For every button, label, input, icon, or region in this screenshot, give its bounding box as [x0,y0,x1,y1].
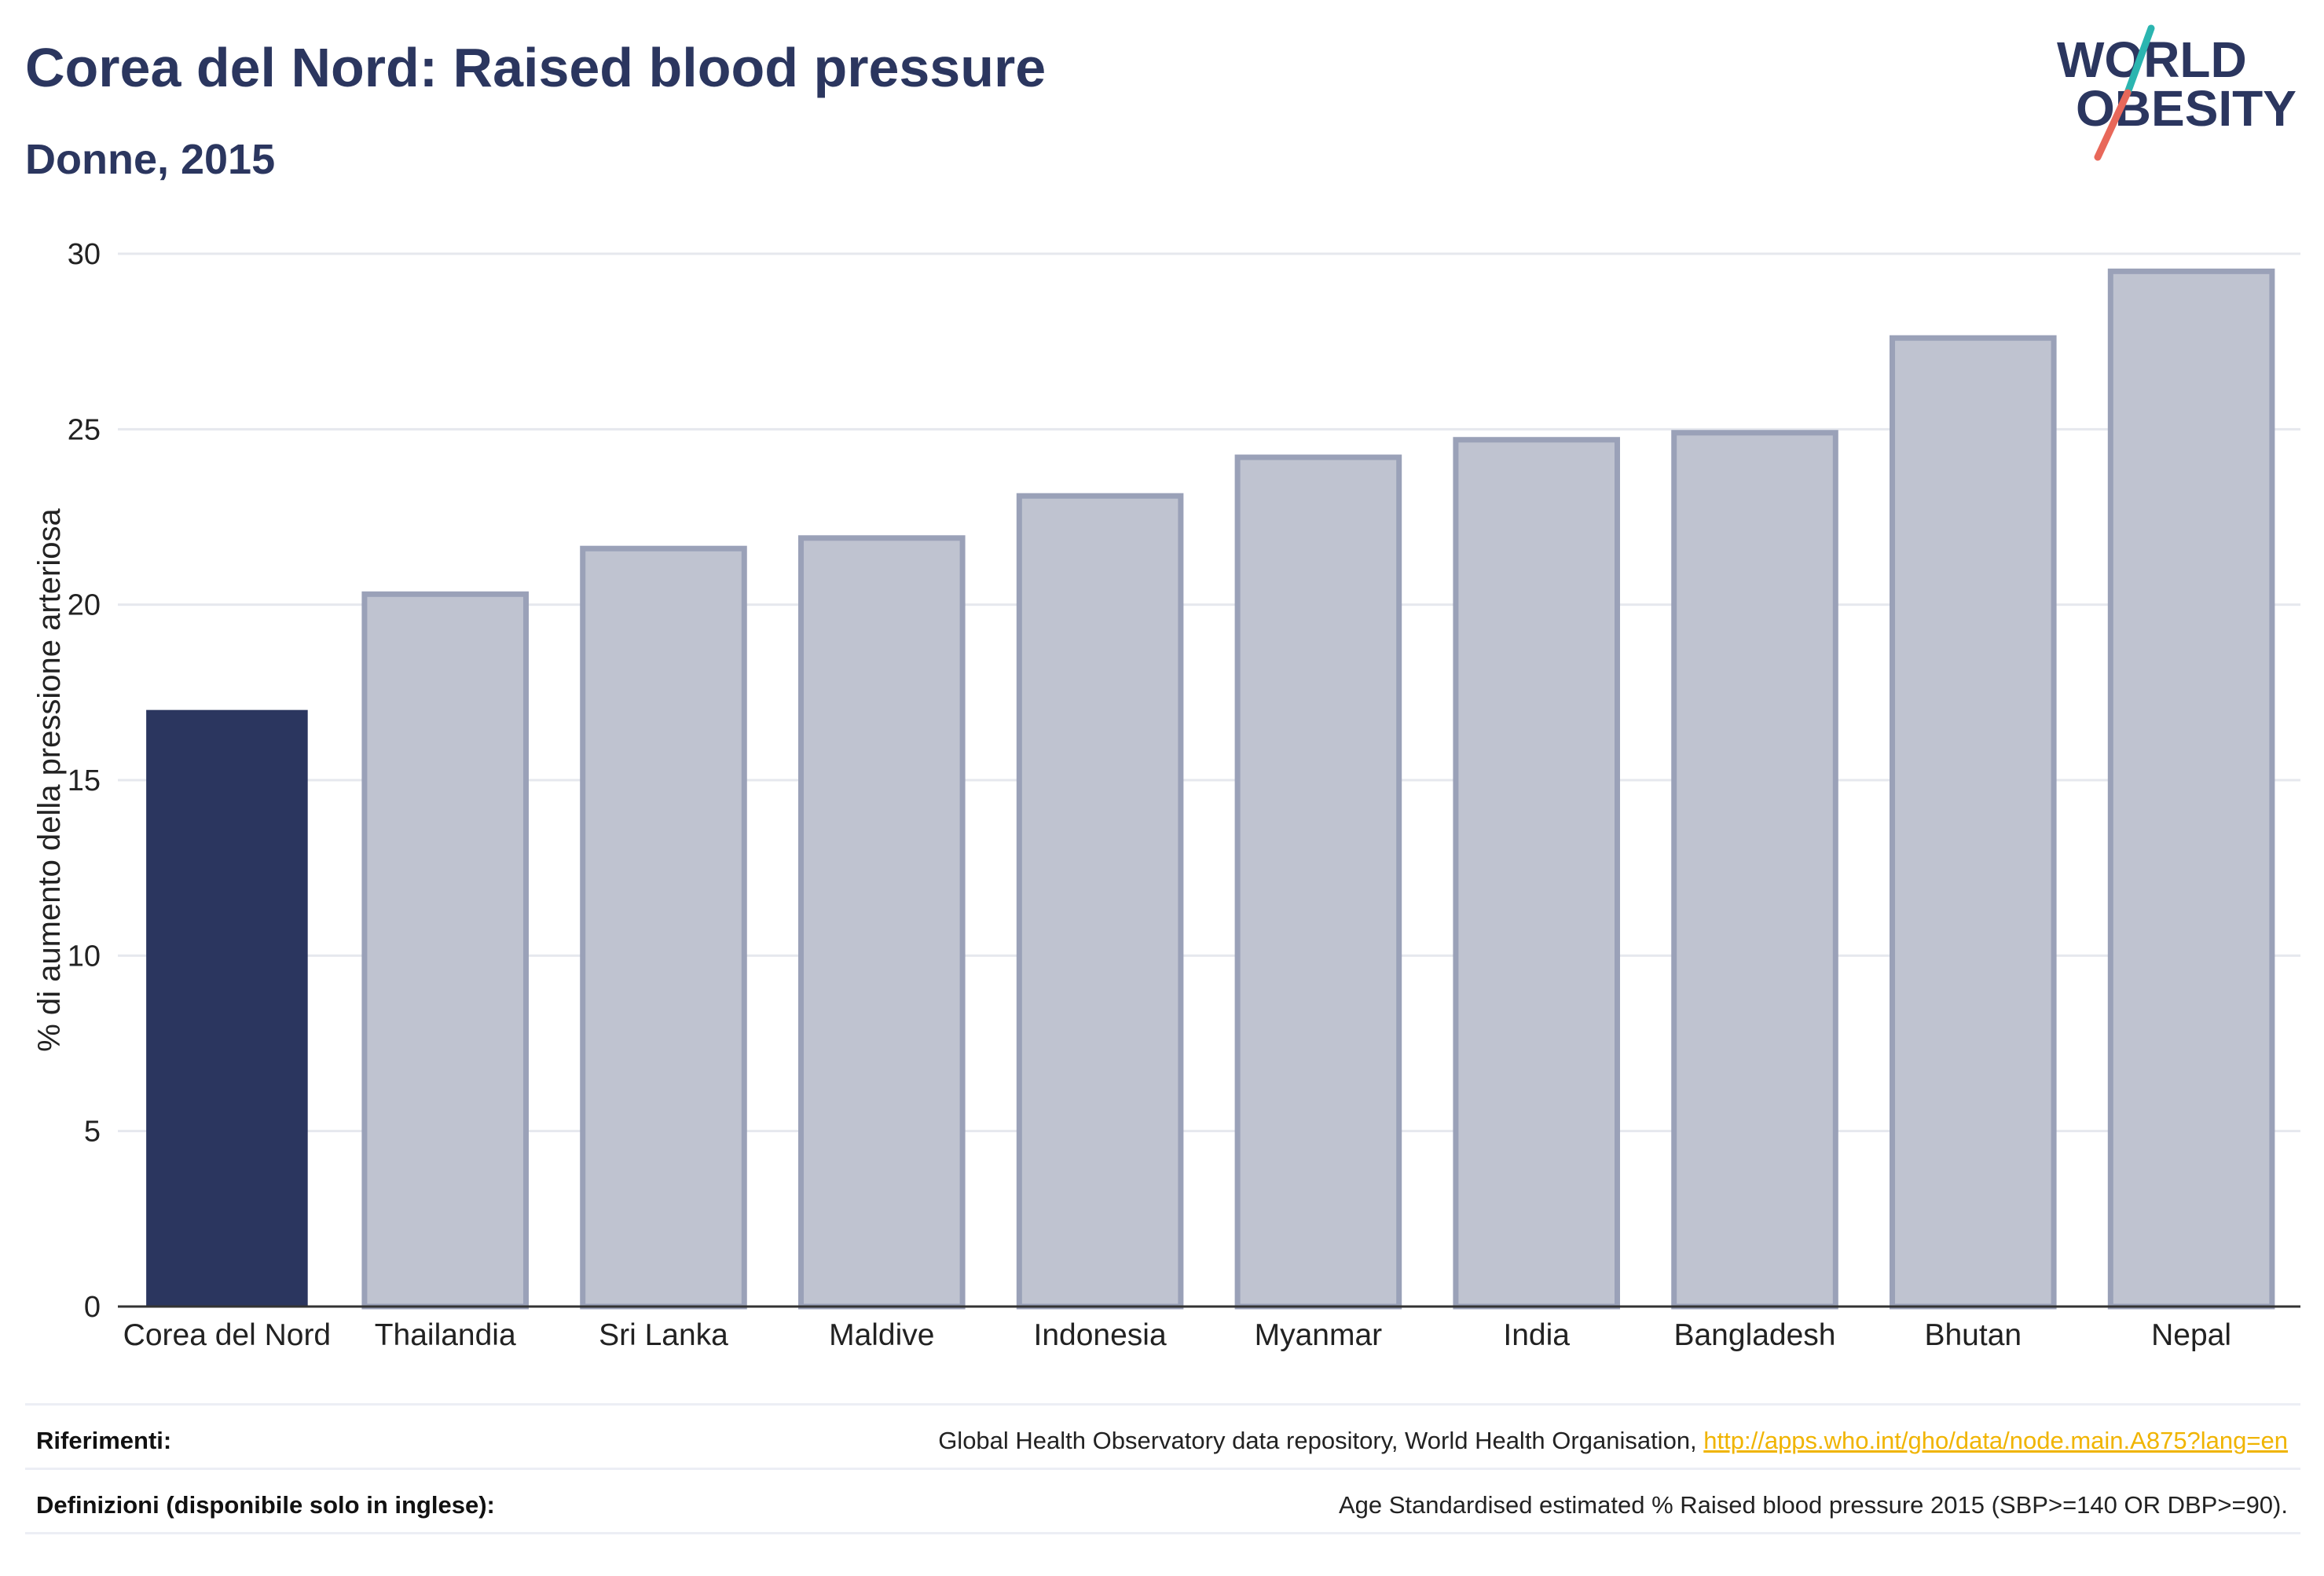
y-tick-label: 10 [68,940,101,973]
x-tick-label: Bangladesh [1673,1318,1835,1352]
chart-subtitle: Donne, 2015 [25,136,276,183]
logo-slash-coral [2094,89,2132,161]
logo-slash-teal [2124,24,2155,97]
footer-divider-top [25,1403,2300,1406]
y-axis-title: % di aumento della pressione arteriosa [32,508,67,1052]
bar [1016,493,1184,1310]
y-tick-label: 30 [68,238,101,271]
y-tick-label: 0 [84,1291,101,1324]
bar [798,535,966,1310]
y-tick-label: 15 [68,764,101,797]
x-tick-label: Maldive [829,1318,934,1352]
definitions-value: Age Standardised estimated % Raised bloo… [1338,1491,2288,1519]
bar [1234,454,1402,1310]
x-tick-label: Myanmar [1255,1318,1383,1352]
bar [2107,268,2275,1310]
bar [361,591,529,1310]
bar [580,545,747,1310]
bar [1453,437,1620,1310]
chart-title: Corea del Nord: Raised blood pressure [25,37,1047,98]
references-link[interactable]: http://apps.who.int/gho/data/node.main.A… [1703,1427,2288,1454]
definitions-label: Definizioni (disponibile solo in inglese… [36,1491,495,1519]
logo-line1: WORLD [2057,31,2247,88]
bar-highlighted [146,709,308,1307]
x-tick-label: Bhutan [1924,1318,2022,1352]
world-obesity-logo: WORLD OBESITY [2057,24,2297,161]
footer-divider-bottom [25,1532,2300,1534]
references-text: Global Health Observatory data repositor… [938,1427,1704,1454]
references-value: Global Health Observatory data repositor… [938,1427,2288,1455]
x-tick-label: India [1503,1318,1570,1352]
x-tick-label: Nepal [2151,1318,2231,1352]
x-tick-label: Indonesia [1034,1318,1167,1352]
x-tick-label: Thailandia [375,1318,516,1352]
y-tick-label: 5 [84,1116,101,1149]
footer-divider-middle [25,1468,2300,1470]
y-tick-label: 20 [68,589,101,622]
references-label: Riferimenti: [36,1427,172,1454]
bar [1890,335,2057,1310]
x-tick-label: Sri Lanka [599,1318,728,1352]
bar [1671,430,1838,1310]
y-tick-label: 25 [68,413,101,446]
x-tick-label: Corea del Nord [123,1318,331,1352]
bar-chart: 0 5 10 15 20 25 30 % di aumento della pressione… [32,238,2300,1352]
